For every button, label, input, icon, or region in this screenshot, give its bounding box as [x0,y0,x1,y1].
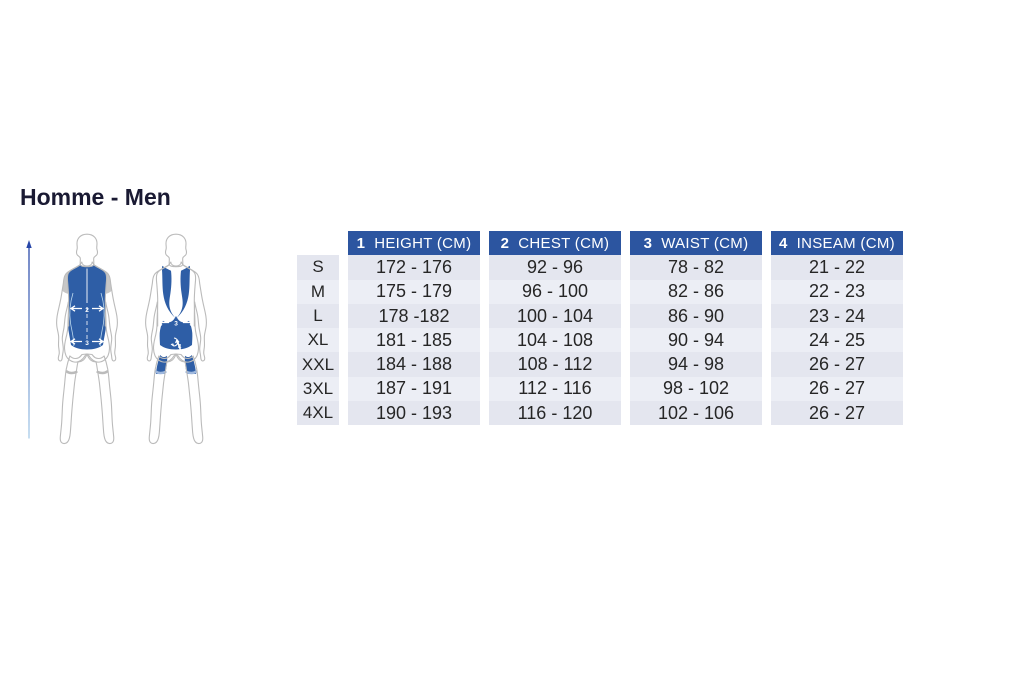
svg-text:3: 3 [85,340,89,347]
svg-text:2: 2 [85,307,89,314]
svg-text:3: 3 [174,320,178,327]
